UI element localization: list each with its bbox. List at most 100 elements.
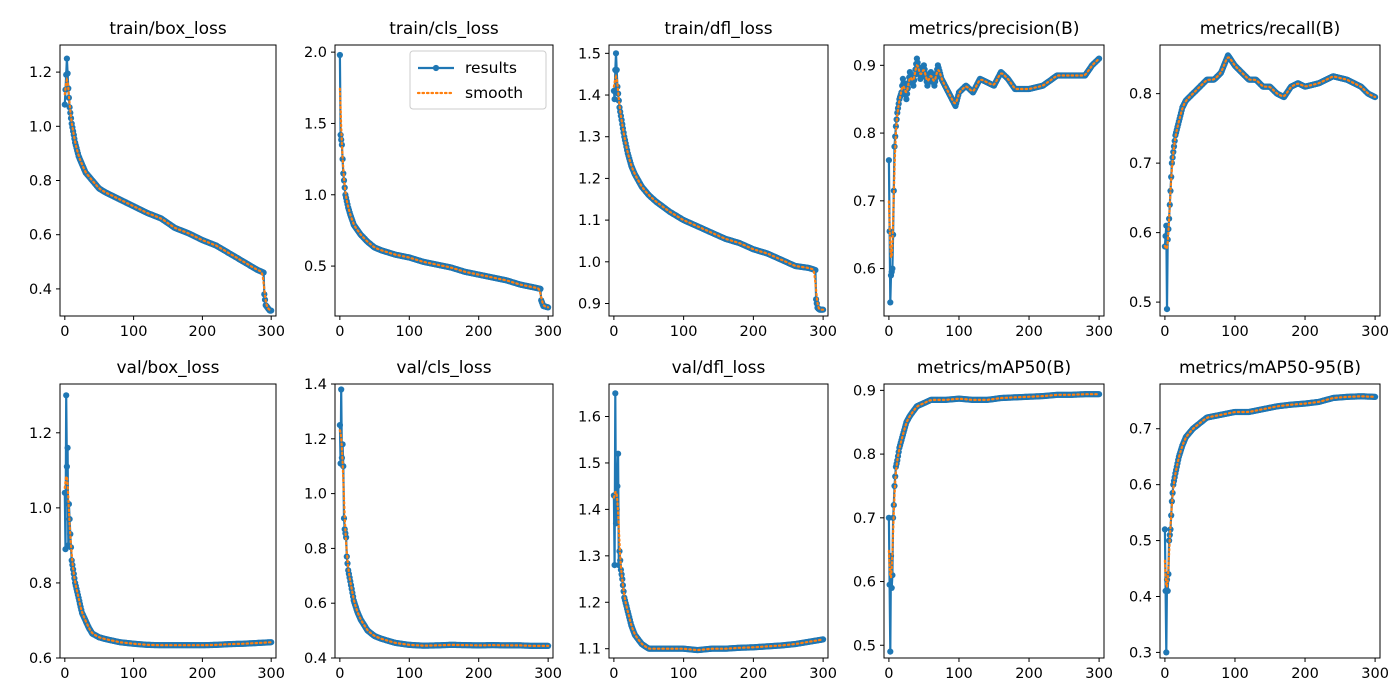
results-point [338,386,345,393]
x-tick-label: 300 [1085,666,1113,682]
results-point [617,557,624,564]
results-line [887,57,1100,304]
results-point [1164,587,1171,595]
results-point [63,463,70,470]
y-tick-label: 0.4 [304,651,327,667]
axes-frame [334,383,554,659]
x-tick-label: 0 [609,324,618,340]
results-point [1161,526,1168,533]
results-point [61,489,68,496]
subplot-metrics-recall-b: metrics/recall(B) 0 100 200 300 0.5 0.6 0.7 0.8 [1129,19,1389,340]
y-tick-label: 1.3 [578,130,601,146]
subplot-title: metrics/recall(B) [1200,19,1341,39]
results-point [64,70,71,77]
x-tick-label: 300 [1085,324,1113,340]
legend: results smooth [409,50,547,110]
axes-frame [883,383,1105,659]
x-tick-label: 0 [60,666,69,682]
results-point [903,96,910,103]
y-tick-label: 1.0 [304,487,327,503]
results-point [887,299,894,306]
subplot-title: metrics/mAP50-95(B) [1179,358,1361,378]
subplot-train-box-loss: train/box_loss 0 100 200 300 0.4 0.6 0.8 1.0 1.2 [29,19,285,340]
x-tick-label: 0 [335,324,344,340]
x-tick-label: 0 [1160,324,1169,340]
x-tick-label: 200 [189,666,217,682]
subplot-title: train/cls_loss [389,19,499,39]
axes-frame [59,383,277,659]
results-point [1163,649,1170,656]
y-tick-label: 0.7 [1129,156,1152,172]
y-tick-label: 0.5 [304,259,327,275]
y-tick-label: 1.2 [29,65,52,81]
y-tick-label: 0.6 [1129,226,1152,242]
axes-frame [608,383,829,659]
results-point [1166,201,1173,208]
y-tick-label: 0.5 [1129,534,1152,550]
y-tick-label: 0.9 [578,296,601,312]
x-tick-label: 200 [740,666,768,682]
x-tick-label: 200 [189,324,217,340]
x-tick-label: 100 [670,324,698,340]
x-tick-label: 300 [534,666,562,682]
y-tick-label: 0.8 [1129,87,1152,103]
y-tick-label: 0.7 [853,194,876,210]
y-tick-label: 0.6 [29,651,52,667]
y-tick-label: 1.1 [578,213,601,229]
results-point [910,82,917,89]
x-tick-label: 0 [884,666,893,682]
results-line [1163,395,1376,654]
results-point [63,392,70,399]
x-tick-label: 100 [670,666,698,682]
subplot-train-cls-loss: train/cls_loss 0 100 200 300 0.5 1.0 1.5 2.0 resu… [304,19,562,340]
x-tick-label: 0 [609,666,618,682]
y-tick-label: 0.7 [853,511,876,527]
x-tick-label: 100 [120,324,148,340]
results-point [820,636,827,643]
results-point [612,50,620,57]
results-point [339,156,346,163]
subplot-title: val/box_loss [117,358,220,378]
y-tick-label: 1.4 [578,88,601,104]
results-line [63,394,272,647]
subplot-val-dfl-loss: val/dfl_loss 0 100 200 300 1.1 1.2 1.3 1.4 1.5 1.6 [578,358,837,682]
subplot-train-dfl-loss: train/dfl_loss 0 100 200 300 0.9 1.0 1.1 1.2 1.3 1… [578,19,837,340]
results-point [620,588,627,595]
x-tick-label: 300 [809,666,837,682]
legend-results-marker [432,64,440,72]
results-point [889,265,896,272]
subplot-metrics-precision-b: metrics/precision(B) 0 100 200 300 0.6 0.7 0.8 0… [853,19,1113,340]
subplot-title: train/dfl_loss [664,19,772,39]
results-point [615,97,622,104]
results-point [885,157,893,164]
x-tick-label: 200 [1015,324,1043,340]
y-tick-label: 1.6 [578,410,601,426]
results-line [338,388,549,647]
subplot-val-box-loss: val/box_loss 0 100 200 300 0.6 0.8 1.0 1.2 [29,358,285,682]
results-point [887,648,894,655]
smooth-line [338,429,550,647]
y-tick-label: 1.0 [29,501,52,517]
x-tick-label: 300 [809,324,837,340]
smooth-line [887,57,1101,261]
x-tick-label: 100 [945,666,973,682]
legend-box [409,50,547,110]
results-point [64,444,71,451]
results-line [612,52,824,311]
y-tick-label: 1.5 [304,116,327,132]
smooth-line [63,475,273,647]
subplot-title: metrics/precision(B) [909,19,1080,39]
y-tick-label: 0.9 [853,383,876,399]
y-tick-label: 1.2 [29,426,52,442]
y-tick-label: 0.8 [29,174,52,190]
smooth-line [612,73,825,311]
results-point [615,450,622,457]
results-point [614,483,621,490]
axes-frame [1159,44,1381,317]
subplot-title: metrics/mAP50(B) [917,358,1071,378]
y-tick-label: 0.9 [853,58,876,74]
subplot-metrics-map50-b: metrics/mAP50(B) 0 100 200 300 0.5 0.6 0.7 0.8 0.… [853,358,1113,682]
results-point [1372,393,1379,400]
x-tick-label: 0 [884,324,893,340]
